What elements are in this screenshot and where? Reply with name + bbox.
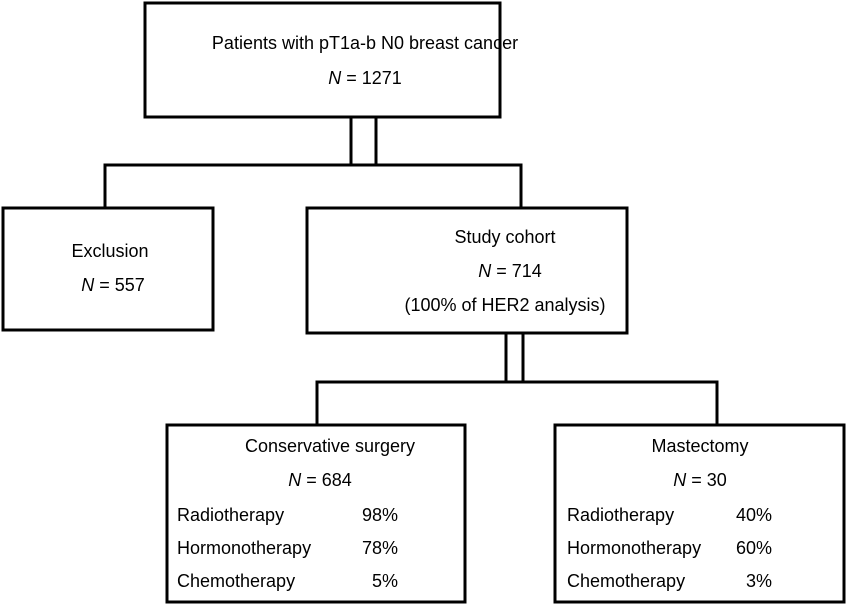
node-count: N = 1271 bbox=[328, 68, 402, 88]
row-label: Radiotherapy bbox=[177, 505, 284, 525]
n-symbol: N bbox=[328, 68, 342, 88]
node-title: Conservative surgery bbox=[245, 436, 415, 456]
n-value: = 684 bbox=[306, 470, 352, 490]
n-value: = 557 bbox=[99, 275, 145, 295]
box bbox=[1, 206, 215, 332]
node-title: Study cohort bbox=[454, 227, 555, 247]
n-symbol: N bbox=[288, 470, 302, 490]
row-value: 60% bbox=[736, 538, 772, 558]
row-value: 3% bbox=[746, 571, 772, 591]
node-title: Mastectomy bbox=[651, 436, 748, 456]
n-symbol: N bbox=[81, 275, 95, 295]
row-label: Chemotherapy bbox=[177, 571, 295, 591]
row-label: Chemotherapy bbox=[567, 571, 685, 591]
row-value: 78% bbox=[362, 538, 398, 558]
row-value: 98% bbox=[362, 505, 398, 525]
row-label: Hormonotherapy bbox=[177, 538, 311, 558]
connector bbox=[103, 163, 523, 208]
row-value: 40% bbox=[736, 505, 772, 525]
n-symbol: N bbox=[478, 261, 492, 281]
box bbox=[305, 206, 629, 335]
row-label: Radiotherapy bbox=[567, 505, 674, 525]
node-count: N = 557 bbox=[81, 275, 145, 295]
box bbox=[553, 423, 846, 604]
row-label: Hormonotherapy bbox=[567, 538, 701, 558]
node-title: Patients with pT1a-b N0 breast cancer bbox=[212, 33, 518, 53]
n-value: = 30 bbox=[691, 470, 727, 490]
n-value: = 714 bbox=[496, 261, 542, 281]
connectors bbox=[103, 117, 719, 425]
n-value: = 1271 bbox=[346, 68, 402, 88]
node-count: N = 714 bbox=[478, 261, 542, 281]
connector bbox=[315, 380, 719, 425]
row-value: 5% bbox=[372, 571, 398, 591]
node-title: Exclusion bbox=[71, 241, 148, 261]
box bbox=[143, 1, 502, 119]
node-count: N = 30 bbox=[673, 470, 727, 490]
node-count: N = 684 bbox=[288, 470, 352, 490]
node-note: (100% of HER2 analysis) bbox=[404, 295, 605, 315]
n-symbol: N bbox=[673, 470, 687, 490]
box bbox=[165, 423, 467, 604]
